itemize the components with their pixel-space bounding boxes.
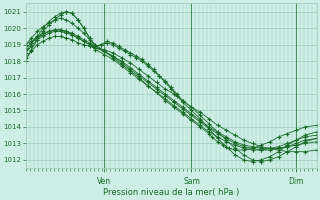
X-axis label: Pression niveau de la mer( hPa ): Pression niveau de la mer( hPa ): [103, 188, 239, 197]
